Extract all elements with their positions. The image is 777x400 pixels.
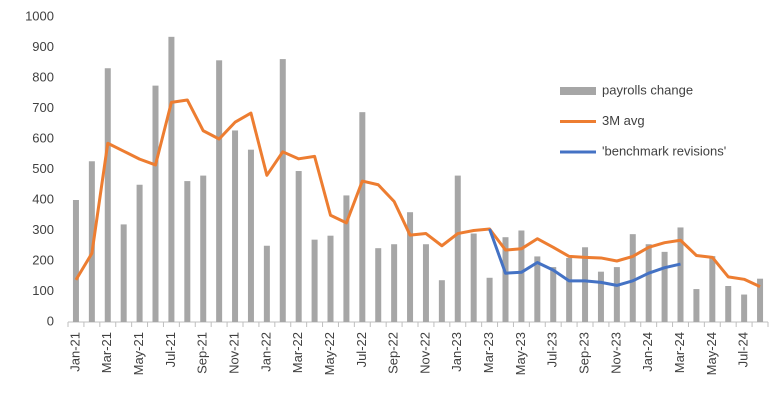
bar <box>597 271 604 322</box>
bar <box>438 280 445 322</box>
y-tick-label: 900 <box>32 39 54 54</box>
x-tick-label: May-22 <box>322 332 337 375</box>
x-tick-label: Nov-21 <box>226 332 241 374</box>
y-tick-label: 700 <box>32 100 54 115</box>
x-tick-label: Sep-22 <box>386 332 401 374</box>
bar <box>232 130 239 322</box>
x-tick-label: May-21 <box>131 332 146 375</box>
x-tick-label: Jan-23 <box>449 332 464 372</box>
bar <box>311 239 318 322</box>
bar <box>677 227 684 322</box>
bar <box>88 161 95 322</box>
bar <box>72 200 79 322</box>
bar <box>120 224 127 322</box>
y-tick-label: 400 <box>32 191 54 206</box>
bar <box>247 149 254 322</box>
bar <box>375 248 382 322</box>
legend-label: payrolls change <box>602 82 693 97</box>
line <box>74 98 761 288</box>
bar <box>216 60 223 323</box>
bar <box>407 212 414 322</box>
bar <box>518 230 525 322</box>
bar <box>104 68 111 323</box>
bar <box>661 251 668 322</box>
x-tick-label: Jul-21 <box>163 332 178 367</box>
x-tick-label: Nov-23 <box>608 332 623 374</box>
x-tick-label: Mar-21 <box>99 332 114 373</box>
legend-label: 'benchmark revisions' <box>602 143 726 158</box>
y-tick-label: 300 <box>32 222 54 237</box>
bar <box>295 171 302 322</box>
bar <box>741 294 748 322</box>
y-tick-label: 1000 <box>25 8 54 23</box>
x-tick-label: Nov-22 <box>417 332 432 374</box>
x-tick-label: Jan-21 <box>67 332 82 372</box>
bar <box>693 289 700 322</box>
bar <box>422 244 429 322</box>
x-tick-label: Jan-24 <box>640 332 655 372</box>
x-tick-label: Jul-24 <box>736 332 751 367</box>
line <box>488 228 681 287</box>
legend-swatch <box>560 87 596 95</box>
bar <box>613 267 620 322</box>
y-tick-label: 600 <box>32 130 54 145</box>
bar <box>629 234 636 322</box>
bar <box>327 235 334 322</box>
x-tick-label: Mar-22 <box>290 332 305 373</box>
y-tick-label: 100 <box>32 283 54 298</box>
x-tick-label: Mar-23 <box>481 332 496 373</box>
bar <box>582 247 589 322</box>
x-tick-label: Sep-21 <box>195 332 210 374</box>
y-tick-label: 0 <box>47 313 54 328</box>
bar <box>470 233 477 322</box>
bar <box>486 277 493 322</box>
x-tick-label: May-23 <box>513 332 528 375</box>
x-tick-label: Jul-22 <box>354 332 369 367</box>
x-tick-label: Jan-22 <box>258 332 273 372</box>
bar <box>359 112 366 322</box>
bar <box>263 245 270 322</box>
bar <box>391 244 398 322</box>
bar <box>757 278 764 322</box>
bar <box>343 195 350 322</box>
x-tick-label: Jul-23 <box>545 332 560 367</box>
bar <box>645 244 652 322</box>
bar <box>550 267 557 322</box>
bar <box>200 175 207 322</box>
legend-label: 3M avg <box>602 113 645 128</box>
bar <box>709 256 716 322</box>
x-tick-label: Sep-23 <box>576 332 591 374</box>
y-tick-label: 500 <box>32 161 54 176</box>
bar <box>454 175 461 322</box>
bar <box>136 184 143 322</box>
x-tick-label: Mar-24 <box>672 332 687 373</box>
x-tick-label: May-24 <box>704 332 719 375</box>
bar <box>152 85 159 322</box>
bar <box>566 257 573 322</box>
y-tick-label: 800 <box>32 69 54 84</box>
bar <box>168 36 175 322</box>
bar <box>725 286 732 322</box>
bar <box>279 59 286 323</box>
y-tick-label: 200 <box>32 252 54 267</box>
bar <box>184 181 191 322</box>
bar <box>534 256 541 322</box>
bar <box>502 237 509 322</box>
